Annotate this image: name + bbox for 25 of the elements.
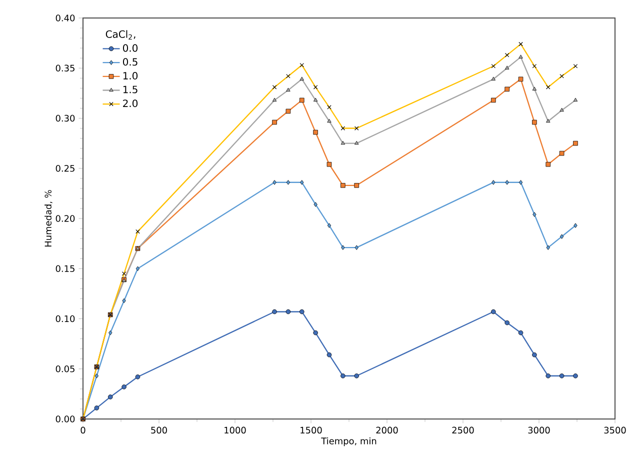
y-tick-label: 0.20 [56,215,75,222]
legend-label: 1.0 [123,72,138,80]
x-tick-label: 3500 [604,426,626,434]
x-tick-label: 2500 [452,426,474,434]
legend-label: 0.0 [123,44,138,52]
legend-label: 1.5 [123,86,138,94]
x-tick-label: 2000 [376,426,398,434]
y-tick-label: 0.25 [56,164,74,172]
y-axis-title: Humedad, % [44,190,52,247]
legend-label: 0.5 [123,58,138,66]
y-tick-label: 0.00 [56,416,75,422]
x-tick-label: 500 [151,426,167,434]
legend-label: 2.0 [123,100,138,108]
y-tick-label: 0.05 [56,365,74,372]
x-tick-label: 1500 [300,426,322,434]
x-axis-title: Tiempo, min [321,437,376,446]
y-tick-label: 0.15 [56,265,74,272]
x-tick-label: 3000 [528,426,550,434]
y-tick-label: 0.10 [56,315,75,322]
y-tick-label: 0.40 [56,14,75,22]
x-tick-label: 0 [80,426,86,434]
x-tick-label: 1000 [224,426,246,434]
y-tick-label: 0.30 [56,114,75,122]
y-tick-label: 0.35 [56,64,74,72]
legend-title: CaCl$_{2}$, [106,30,136,40]
